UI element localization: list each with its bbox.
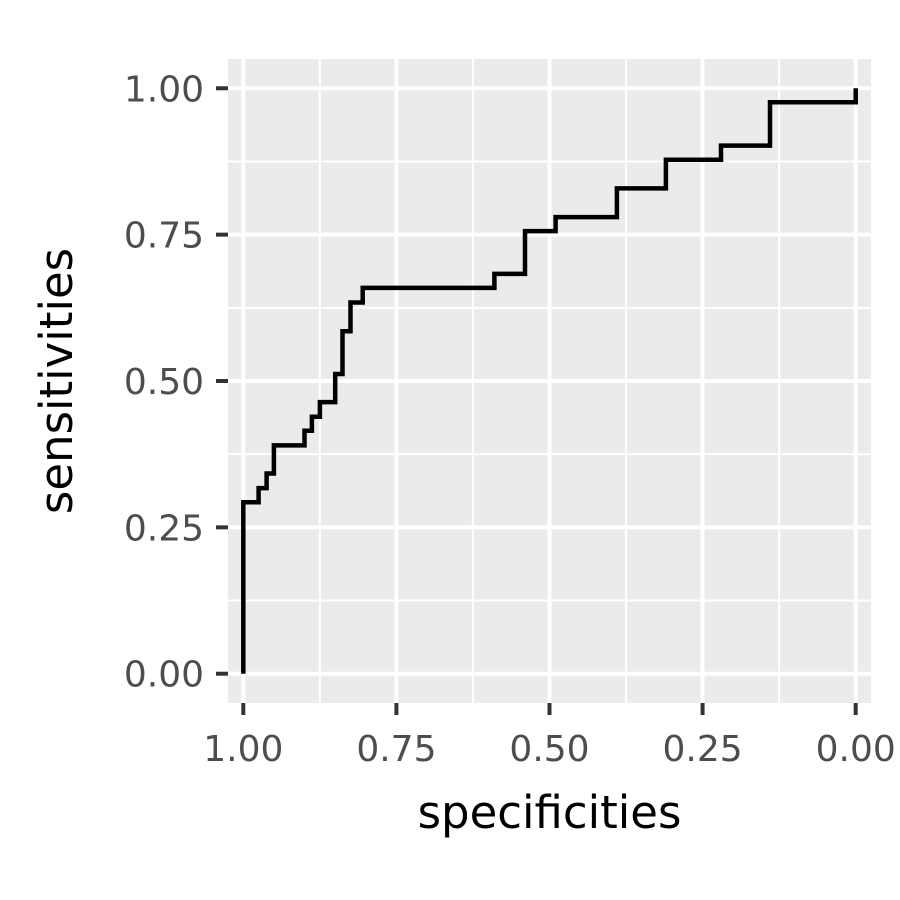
- y-tick-label: 1.00: [124, 69, 204, 110]
- roc-curve-line: [241, 88, 858, 674]
- y-tick-label: 0.75: [124, 216, 204, 257]
- x-axis-ticks: 1.00 0.75 0.50 0.25 0.00: [203, 703, 896, 770]
- y-tick-label: 0.50: [124, 362, 204, 403]
- x-tick-label: 1.00: [203, 729, 283, 770]
- y-tick-label: 0.25: [124, 508, 204, 549]
- x-tick-label: 0.00: [816, 729, 896, 770]
- y-tick-label: 0.00: [124, 655, 204, 696]
- x-tick-label: 0.75: [356, 729, 436, 770]
- y-axis-ticks: 0.00 0.25 0.50 0.75 1.00: [124, 69, 228, 696]
- x-axis-title: specificities: [418, 786, 682, 839]
- y-axis-title: sensitivities: [30, 248, 83, 514]
- x-tick-label: 0.25: [663, 729, 743, 770]
- x-tick-label: 0.50: [509, 729, 589, 770]
